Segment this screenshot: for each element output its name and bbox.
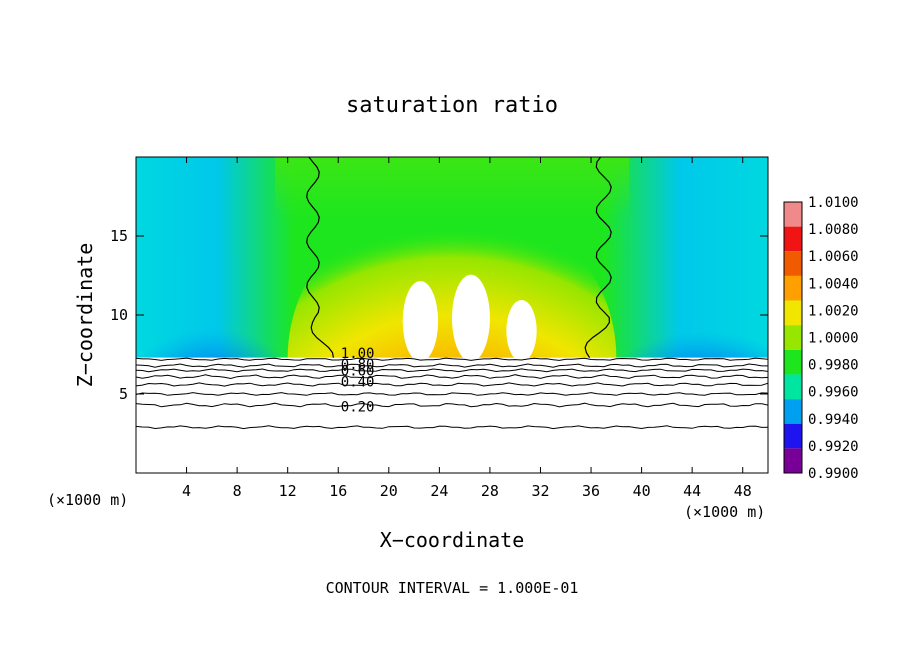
contour-lines: 1.000.800.600.40 0.20 [136,157,768,430]
colorbar-label: 1.0020 [808,303,859,319]
contour-line [136,402,768,408]
saturation-field [136,157,768,473]
x-tick-label: 4 [182,482,191,500]
colorbar-label: 0.9940 [808,412,859,428]
contour-line [136,392,768,396]
white-pocket [506,299,537,362]
contour-line [136,425,768,430]
colorbar-swatch [784,251,802,276]
contour-label: 0.60 [341,363,375,379]
y-tick-label: 10 [110,306,128,324]
chart-title: saturation ratio [346,93,558,118]
white-pocket [452,274,490,362]
colorbar: 1.0100 1.0080 1.0060 1.0040 1.0020 1.0000 0.99… [783,195,859,482]
contour-label: 0.20 [341,400,375,416]
colorbar-swatch [784,423,802,449]
contour-label: 0.40 [341,374,375,390]
colorbar-swatch [784,325,802,350]
y-tick-label: 15 [110,227,128,245]
y-axis-label: Z−coordinate [73,243,97,388]
x-tick-label: 12 [279,482,297,500]
x-axis-ticks: 4 8 12 16 20 24 28 32 36 40 44 48 [182,157,752,500]
colorbar-swatch [784,226,802,252]
colorbar-swatch [784,300,802,326]
contour-line [584,157,612,359]
colorbar-label: 0.9960 [808,385,859,401]
colorbar-swatch [784,399,802,424]
contour-line [136,368,768,373]
x-tick-label: 40 [633,482,651,500]
x-tick-label: 36 [582,482,600,500]
contour-line [306,157,334,358]
colorbar-label: 1.0100 [808,195,859,211]
x-tick-label: 8 [233,482,242,500]
white-pocket [402,280,439,362]
x-tick-label: 32 [531,482,549,500]
colorbar-label: 1.0060 [808,249,859,265]
below-base-area [136,357,768,473]
x-unit-left: (×1000 m) [47,491,128,509]
colorbar-swatch [784,202,802,227]
x-tick-label: 48 [734,482,752,500]
colorbar-swatch [784,349,802,375]
colorbar-label: 0.9980 [808,358,859,374]
y-tick-label: 5 [119,385,128,403]
y-axis-ticks: 5 10 15 [110,227,768,403]
x-tick-label: 20 [380,482,398,500]
contour-label: 0.80 [341,357,375,373]
contour-line [136,374,768,380]
contour-line [136,363,768,368]
x-tick-label: 24 [430,482,448,500]
contour-interval-note: CONTOUR INTERVAL = 1.000E-01 [326,579,579,597]
x-unit-right: (×1000 m) [684,503,765,521]
colorbar-label: 0.9920 [808,439,859,455]
colorbar-swatch [784,275,802,301]
x-axis-label: X−coordinate [380,528,525,552]
x-tick-label: 16 [329,482,347,500]
colorbar-frame [783,201,803,474]
colorbar-label: 1.0080 [808,222,859,238]
colorbar-swatch [784,374,802,400]
contour-line [136,357,768,361]
colorbar-label: 1.0040 [808,276,859,292]
colorbar-label: 0.9900 [808,466,859,482]
colorbar-swatch [784,448,802,473]
x-tick-label: 28 [481,482,499,500]
x-tick-label: 44 [683,482,701,500]
colorbar-label: 1.0000 [808,331,859,347]
contour-line [136,382,768,387]
contour-label: 1.00 [341,346,375,362]
